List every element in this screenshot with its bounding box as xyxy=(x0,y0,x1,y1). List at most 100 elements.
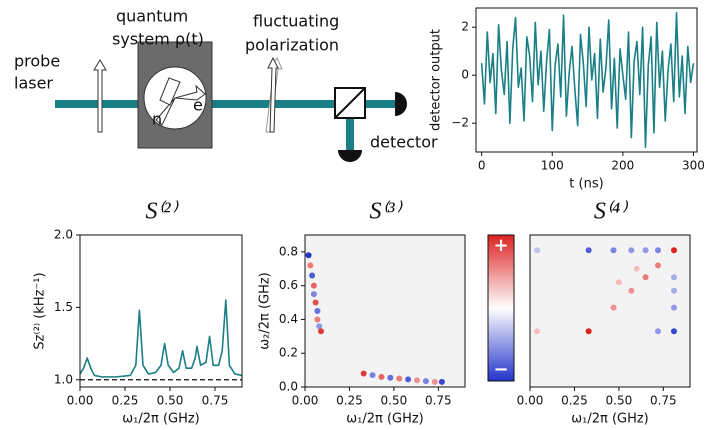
heatmap-peak xyxy=(642,274,649,281)
x-tick-label: 0.25 xyxy=(112,394,139,408)
x-tick-label: 0.50 xyxy=(157,394,184,408)
detector-shape xyxy=(395,92,407,116)
data-line xyxy=(480,12,695,148)
x-tick-label: 200 xyxy=(611,159,634,173)
y-tick-label: 0.0 xyxy=(279,380,298,394)
heatmap-peak xyxy=(396,375,403,382)
plot-frame xyxy=(529,234,691,388)
diagram-label: quantum xyxy=(116,7,188,26)
heatmap-peak xyxy=(585,328,592,335)
beam xyxy=(365,100,395,108)
heatmap-peak xyxy=(671,304,677,311)
plot-area xyxy=(305,235,465,387)
x-tick-label: 0.75 xyxy=(202,394,229,408)
heatmap-peak xyxy=(628,287,635,294)
chart-title: S⁽²⁾ xyxy=(146,199,179,225)
heatmap-peak xyxy=(360,370,367,377)
polarization-arrow xyxy=(93,59,107,133)
y-tick-label: −2 xyxy=(451,116,469,130)
heatmap-peak xyxy=(534,247,541,254)
heatmap-peak xyxy=(585,247,592,254)
heatmap-peak xyxy=(307,262,314,269)
heatmap-peak xyxy=(610,247,617,254)
x-tick-label: 0.75 xyxy=(425,394,452,408)
heatmap-peak xyxy=(312,299,319,306)
heatmap-peak xyxy=(438,378,445,385)
heatmap-peak xyxy=(422,378,429,385)
spin-arrow xyxy=(159,77,181,106)
heatmap-peak xyxy=(318,328,324,335)
heatmap-peak xyxy=(671,274,677,281)
heatmap-peak xyxy=(431,378,438,385)
heatmap-peak xyxy=(405,376,412,383)
beam xyxy=(346,104,354,150)
x-tick-label: 0.25 xyxy=(561,394,588,408)
y-axis-label: ω₂/2π (GHz) xyxy=(258,272,273,350)
heatmap-peak xyxy=(655,262,661,269)
heatmap-peak xyxy=(655,247,661,254)
x-tick-label: 0.50 xyxy=(381,394,408,408)
heatmap-peak xyxy=(642,247,649,254)
y-tick-label: 2.0 xyxy=(54,228,73,242)
heatmap-peak xyxy=(310,282,317,289)
diagram-label: system ρ(t) xyxy=(112,30,204,49)
x-axis-label: ω₁/2π (GHz) xyxy=(571,412,649,427)
x-tick-label: 300 xyxy=(682,159,705,173)
x-tick-label: 0 xyxy=(478,159,486,173)
chart-panel: 0.00 0.25 0.50 0.75 S⁽⁴⁾ ω₁/2π (GHz) xyxy=(517,199,691,427)
y-tick-label: 0 xyxy=(461,68,469,82)
heatmap-peak xyxy=(305,252,312,259)
colorbar xyxy=(487,234,515,382)
x-tick-label: 0.00 xyxy=(67,394,94,408)
y-axis-label: Sz⁽²⁾ (kHz⁻¹) xyxy=(33,272,48,349)
diagram-label: polarization xyxy=(245,36,339,55)
chart-title: S⁽⁴⁾ xyxy=(594,199,628,225)
heatmap-peak xyxy=(310,291,317,298)
y-tick-label: 0.6 xyxy=(279,278,298,292)
plot-area xyxy=(530,235,690,387)
x-tick-label: 0.25 xyxy=(336,394,363,408)
diagram-label: probe xyxy=(14,52,60,71)
x-axis-label: ω₁/2π (GHz) xyxy=(122,412,200,427)
chart-panel: 0.00 0.25 0.50 0.75 0.0 0.2 0.4 0.6 0.8 S⁽³⁾ ω₁/2π… xyxy=(258,199,466,427)
heatmap-peak xyxy=(316,323,323,330)
y-tick-label: 1.0 xyxy=(54,372,73,386)
heatmap-peak xyxy=(610,304,617,311)
heatmap-peak xyxy=(378,373,385,380)
y-tick-label: 0.4 xyxy=(279,312,298,326)
plot-frame xyxy=(475,7,698,153)
heatmap-peak xyxy=(615,279,622,286)
chart-title: S⁽³⁾ xyxy=(370,199,403,225)
x-tick-label: 0.75 xyxy=(650,394,677,408)
x-tick-label: 0.00 xyxy=(292,394,319,408)
polarization-arrow xyxy=(267,56,279,133)
diagram-label: laser xyxy=(14,74,53,93)
diagram-label: fluctuating xyxy=(253,12,339,31)
setup-diagram: probe laser quantum system ρ(t) fluctuat… xyxy=(14,7,438,162)
chart-panel: 0 100 200 300 −2 0 2 t (ns) detector output xyxy=(429,7,705,192)
heatmap-peak xyxy=(314,308,321,314)
chart-panel: 0.00 0.25 0.50 0.75 1.0 1.5 2.0 S⁽²⁾ ω₁/2π (GHz)… xyxy=(33,199,243,427)
heatmap-peak xyxy=(314,316,321,323)
colorbar-label: − xyxy=(493,359,508,380)
diagram-label: e xyxy=(193,96,203,115)
x-tick-label: 0.50 xyxy=(606,394,633,408)
x-tick-label: 100 xyxy=(541,159,564,173)
data-line xyxy=(79,299,243,378)
heatmap-peak xyxy=(633,265,640,272)
heatmap-peak xyxy=(414,377,420,384)
heatmap-peak xyxy=(369,372,376,379)
x-tick-label: 0.00 xyxy=(517,394,544,408)
heatmap-peak xyxy=(671,328,677,335)
beam-splitter-diagonal xyxy=(334,87,366,119)
axis-e-arrow xyxy=(174,84,206,101)
diagram-label: n xyxy=(152,110,162,129)
y-tick-label: 1.5 xyxy=(54,300,73,314)
heatmap-peak xyxy=(655,328,661,335)
y-tick-label: 0.8 xyxy=(279,244,298,258)
heatmap-peak xyxy=(309,272,316,279)
detector-shape xyxy=(338,150,362,162)
heatmap-peak xyxy=(671,247,677,254)
y-tick-label: 0.2 xyxy=(279,346,298,360)
